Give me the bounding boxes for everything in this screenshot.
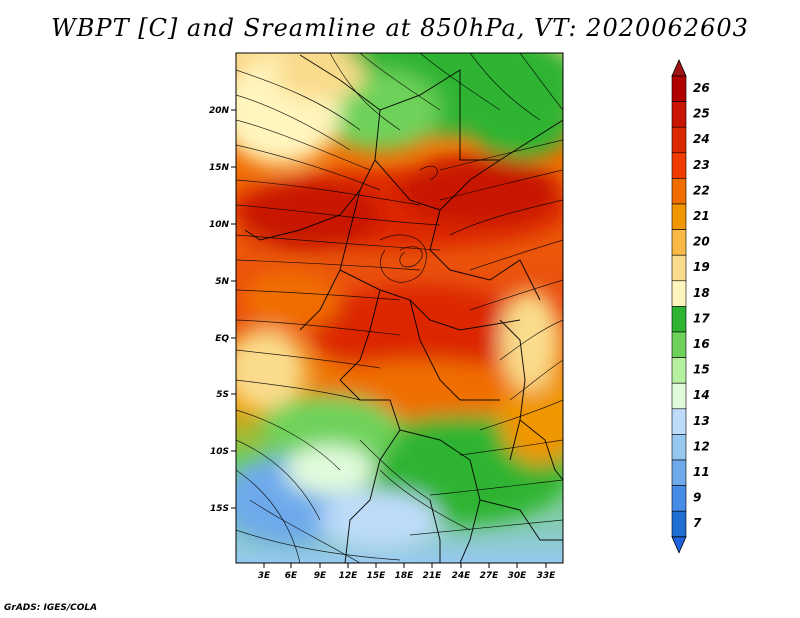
colorbar-label: 16 [693,337,710,351]
lat-tick-label: 15S [210,504,229,514]
lat-tick-label: 5N [215,277,229,287]
colorbar-swatch [671,459,687,486]
colorbar-swatch [671,152,687,179]
lon-tick-label: 33E [537,571,557,581]
colorbar-label: 17 [693,311,710,325]
colorbar-top-arrow [671,59,687,77]
colorbar-swatch [671,357,687,384]
lon-tick-label: 12E [339,571,359,581]
colorbar-label: 12 [693,439,710,453]
colorbar-label: 25 [693,107,710,121]
longitude-axis: 3E 6E 9E 12E 15E 18E 21E 24E 27E 30E 33E [258,563,556,581]
lat-tick-label: 20N [209,106,230,116]
colorbar-label: 23 [693,158,710,172]
colorbar-swatch [671,280,687,307]
colorbar-swatch [671,485,687,512]
latitude-axis: 20N 15N 10N 5N EQ 5S 10S 15S [209,106,236,514]
lon-tick-label: 30E [508,571,528,581]
lon-tick-label: 3E [258,571,271,581]
lat-tick-label: 10N [209,220,230,230]
colorbar: 26 25 24 23 22 21 20 19 18 17 16 15 14 13 12 11 9 7 [671,59,710,554]
colorbar-swatch [671,254,687,282]
lon-tick-label: 15E [367,571,387,581]
colorbar-label: 24 [693,132,710,146]
lat-tick-label: EQ [215,334,229,344]
colorbar-label: 20 [693,235,710,249]
colorbar-swatch [671,382,687,410]
colorbar-swatch [671,178,687,205]
colorbar-bottom-arrow [671,536,687,554]
map-frame [235,52,564,564]
colorbar-swatch [671,101,687,128]
lon-tick-label: 18E [395,571,415,581]
colorbar-label: 26 [693,81,710,95]
colorbar-label: 21 [693,209,710,223]
colorbar-label: 14 [693,388,710,402]
colorbar-label: 13 [693,414,710,428]
colorbar-swatch [671,510,687,538]
colorbar-swatch [671,434,687,461]
lon-tick-label: 6E [285,571,298,581]
streamlines [236,53,563,563]
colorbar-label: 19 [693,260,710,274]
colorbar-swatch [671,203,687,230]
colorbar-label: 15 [693,363,710,377]
colorbar-label: 22 [693,183,710,197]
footer-credit: GrADS: IGES/COLA [4,603,98,613]
lat-tick-label: 15N [209,163,230,173]
lon-tick-label: 21E [423,571,443,581]
colorbar-label: 18 [693,286,710,300]
colorbar-swatch [671,229,687,256]
colorbar-label: 11 [693,465,710,479]
country-borders [244,54,563,563]
colorbar-swatch [671,306,687,333]
lat-tick-label: 5S [216,390,229,400]
lat-tick-label: 10S [210,447,229,457]
lon-tick-label: 9E [314,571,327,581]
map-title: WBPT [C] and Sreamline at 850hPa, VT: 20… [51,14,749,42]
lon-tick-label: 24E [452,571,472,581]
colorbar-swatch [671,408,687,435]
colorbar-label: 7 [693,516,702,530]
colorbar-swatch [671,331,687,358]
lon-tick-label: 27E [480,571,500,581]
wbpt-field [236,53,563,563]
colorbar-swatch [671,75,687,102]
colorbar-label: 9 [693,491,701,505]
colorbar-swatch [671,126,687,154]
